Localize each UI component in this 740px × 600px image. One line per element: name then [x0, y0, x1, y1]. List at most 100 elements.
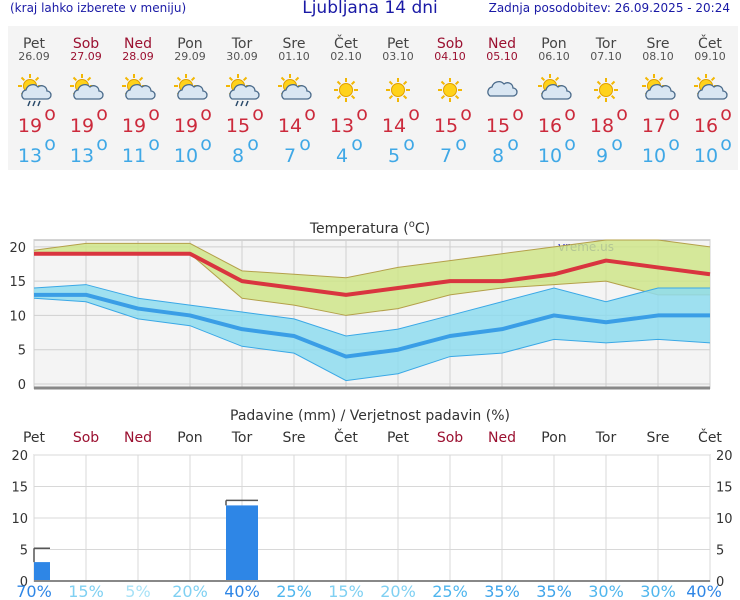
day-name: Tor [595, 36, 617, 52]
y-tick-label-right: 20 [716, 449, 733, 464]
sun-cloud-icon [122, 74, 156, 100]
sun-icon [386, 78, 410, 102]
x-tick-label: Sob [73, 430, 99, 446]
day-name: Tor [231, 36, 253, 52]
degree-sign: o [507, 133, 519, 155]
x-tick-label: Ned [124, 430, 152, 446]
sun-cloud-icon [694, 74, 728, 100]
min-temperature: 13 [70, 145, 94, 167]
x-tick-label: Pet [387, 430, 410, 446]
temperature-chart: Temperatura (oC)05101520vreme.us [9, 219, 711, 393]
y-tick-label: 20 [11, 449, 28, 464]
precipitation-bar [226, 505, 258, 581]
rain-probability: 40% [224, 582, 260, 600]
degree-sign: o [148, 103, 160, 125]
degree-sign: o [611, 133, 623, 155]
rain-probability: 15% [68, 582, 104, 600]
degree-sign: o [408, 103, 420, 125]
y-tick-label: 20 [9, 241, 26, 256]
y-tick-label: 5 [18, 344, 26, 359]
rain-probability: 15% [328, 582, 364, 600]
rain-probability: 20% [380, 582, 416, 600]
page-title: Ljubljana 14 dni [302, 0, 438, 18]
y-tick-label: 10 [9, 309, 26, 324]
chart-title: Temperatura (oC) [309, 219, 430, 237]
day-date: 27.09 [70, 50, 102, 63]
rain-probability: 25% [276, 582, 312, 600]
x-tick-label: Ned [488, 430, 516, 446]
rain-probability: 35% [536, 582, 572, 600]
day-name: Pet [23, 36, 46, 52]
max-temperature: 14 [278, 115, 302, 137]
min-temperature: 8 [492, 145, 504, 167]
y-tick-label-right: 10 [716, 512, 733, 527]
x-tick-label: Sre [283, 430, 306, 446]
degree-sign: o [200, 133, 212, 155]
x-tick-label: Pet [23, 430, 46, 446]
y-tick-label: 15 [11, 481, 28, 496]
day-name: Sre [283, 36, 306, 52]
day-date: 29.09 [174, 50, 206, 63]
max-temperature: 19 [18, 115, 42, 137]
max-temperature-line [34, 251, 711, 297]
cloud-icon [487, 81, 518, 97]
max-temperature: 19 [174, 115, 198, 137]
x-tick-label: Čet [334, 428, 358, 446]
degree-sign: o [668, 103, 680, 125]
rain-probability: 30% [588, 582, 624, 600]
day-name: Pet [387, 36, 410, 52]
rain-probability: 35% [484, 582, 520, 600]
min-temperature: 10 [174, 145, 198, 167]
precipitation-bar [34, 562, 50, 581]
precipitation-error [225, 499, 258, 506]
rain-probability: 5% [125, 582, 150, 600]
day-name: Pon [177, 36, 202, 52]
degree-sign: o [148, 133, 160, 155]
rain-probability: 25% [432, 582, 468, 600]
day-name: Ned [488, 36, 516, 52]
max-temperature-band-upper [33, 239, 711, 279]
day-name: Ned [124, 36, 152, 52]
day-date: 03.10 [382, 50, 414, 63]
sun-cloud-rain-icon [226, 74, 260, 107]
min-temperature: 4 [336, 145, 348, 167]
min-temperature: 8 [232, 145, 244, 167]
y-tick-label: 0 [20, 575, 28, 590]
degree-sign: o [403, 133, 415, 155]
location-menu-hint[interactable]: (kraj lahko izberete v meniju) [10, 1, 187, 15]
degree-sign: o [96, 103, 108, 125]
min-temperature: 7 [284, 145, 296, 167]
degree-sign: o [564, 103, 576, 125]
min-temperature: 13 [18, 145, 42, 167]
min-temperature-band-upper [33, 284, 710, 337]
sun-cloud-icon [174, 74, 208, 100]
day-date: 30.09 [226, 50, 258, 63]
day-name: Sob [437, 36, 463, 52]
degree-sign: o [44, 103, 56, 125]
precipitation-chart: Padavine (mm) / Verjetnost padavin (%) Pe… [11, 408, 732, 600]
degree-sign: o [247, 133, 259, 155]
max-temperature: 19 [122, 115, 146, 137]
max-temperature: 16 [694, 115, 718, 137]
day-name: Sre [647, 36, 670, 52]
last-updated-text: Zadnja posodobitev: 26.09.2025 - 20:24 [488, 1, 730, 15]
sun-cloud-icon [642, 74, 676, 100]
y-tick-label-right: 5 [716, 544, 724, 559]
header-bar: (kraj lahko izberete v meniju) Ljubljana… [0, 0, 740, 22]
day-date: 07.10 [590, 50, 622, 63]
day-name: Čet [334, 34, 358, 52]
min-temperature: 5 [388, 145, 400, 167]
y-tick-label: 0 [18, 378, 26, 393]
y-tick-label-right: 0 [716, 575, 724, 590]
